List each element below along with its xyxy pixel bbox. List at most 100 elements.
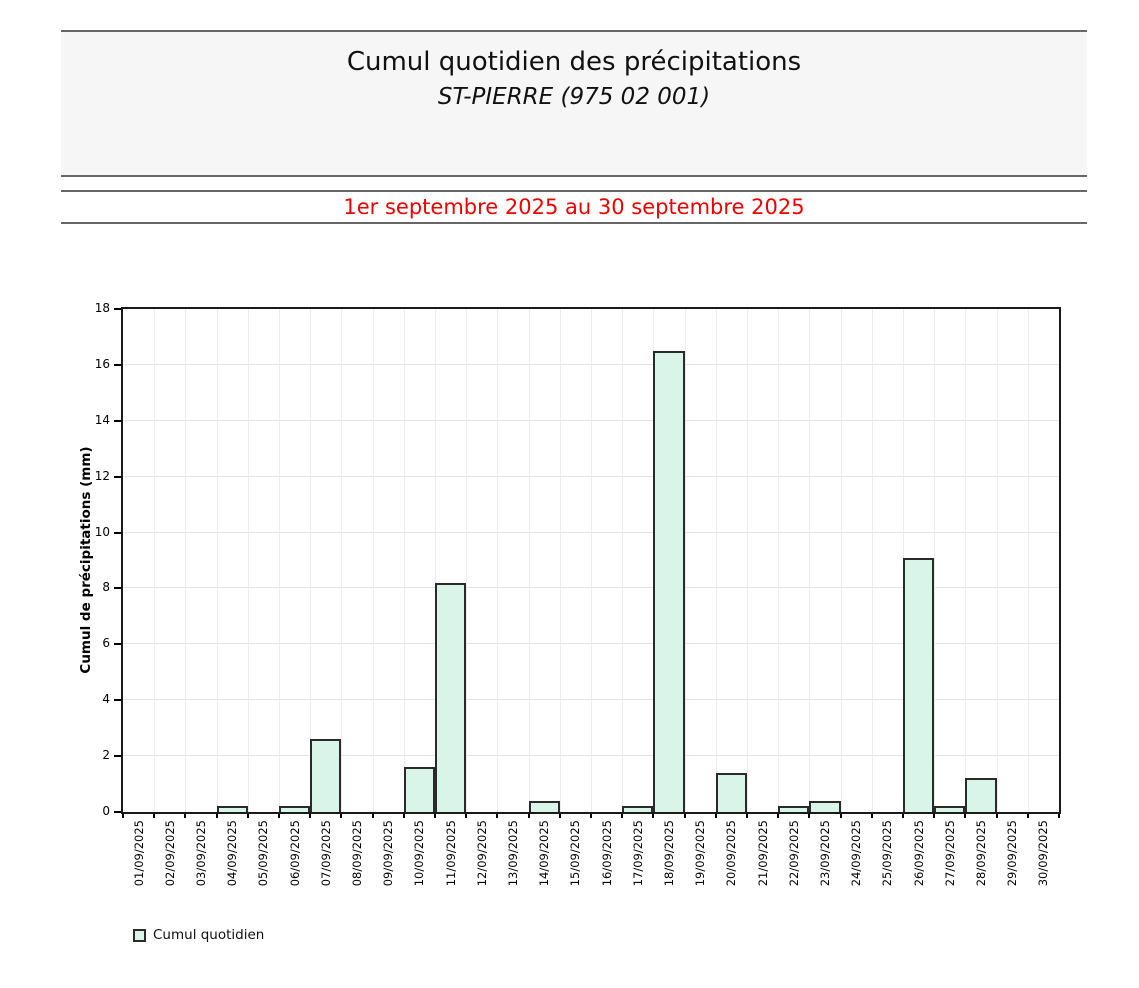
x-tick-label: 24/09/2025 [849,820,864,887]
v-gridline [497,309,499,812]
x-tick-label: 10/09/2025 [412,820,427,887]
bar-23/09/2025 [809,800,841,812]
x-tick-label: 29/09/2025 [1005,820,1020,887]
x-tick [1026,814,1029,818]
y-tick [114,699,121,702]
x-tick-label: 30/09/2025 [1036,820,1051,887]
x-tick [964,814,967,818]
v-gridline [1027,309,1029,812]
x-tick [621,814,624,818]
v-gridline [996,309,998,812]
y-tick [114,755,121,758]
y-tick [114,587,121,590]
x-tick [527,814,530,818]
bar-22/09/2025 [778,806,810,812]
bar-28/09/2025 [965,778,997,812]
v-gridline [278,309,280,812]
x-tick [340,814,343,818]
x-tick-label: 05/09/2025 [256,820,271,887]
page-title: Cumul quotidien des précipitations [346,47,802,77]
x-tick-label: 06/09/2025 [287,820,302,887]
bar-26/09/2025 [903,557,935,812]
x-tick-label: 26/09/2025 [911,820,926,887]
x-tick [714,814,717,818]
x-tick-label: 13/09/2025 [506,820,520,887]
y-tick-label: 12 [94,468,110,483]
v-gridline [934,309,936,812]
v-gridline [559,309,561,812]
bar-07/09/2025 [310,739,342,812]
v-gridline [684,309,686,812]
x-tick-label: 21/09/2025 [755,820,770,887]
x-tick [652,814,655,818]
x-tick [153,814,156,818]
v-gridline [528,309,530,812]
x-tick-label: 08/09/2025 [350,820,364,887]
v-gridline [247,309,249,812]
x-tick-label: 20/09/2025 [724,820,739,887]
x-tick [402,814,405,818]
v-gridline [341,309,343,812]
y-tick [114,475,121,478]
station-subtitle: ST-PIERRE (975 02 001) [437,84,711,110]
period-label: 1er septembre 2025 au 30 septembre 2025 [343,195,805,219]
x-tick [465,814,468,818]
x-tick-label: 23/09/2025 [818,820,832,887]
y-tick-label: 16 [94,356,110,371]
plot-area [121,307,1061,814]
x-tick [808,814,811,818]
v-gridline [434,309,436,812]
x-tick [777,814,780,818]
x-tick-label: 19/09/2025 [693,820,708,887]
bar-06/09/2025 [278,806,311,812]
x-tick [995,814,998,818]
y-tick [114,419,121,422]
v-gridline [372,309,374,812]
chart-header: Cumul quotidien des précipitations ST-PI… [61,30,1087,177]
v-gridline [871,309,873,812]
y-tick-label: 18 [94,301,110,315]
y-tick [114,811,121,813]
v-gridline [466,309,468,812]
y-tick [114,531,121,534]
bar-20/09/2025 [715,772,747,812]
legend: Cumul quotidien [133,927,264,943]
v-gridline [622,309,624,812]
y-tick-label: 0 [102,804,110,818]
x-tick [278,814,280,818]
y-tick-label: 6 [102,636,110,651]
y-tick [114,308,121,310]
bar-14/09/2025 [528,800,560,812]
y-tick-label: 4 [102,692,110,707]
v-gridline [840,309,842,812]
legend-swatch [133,928,146,942]
y-tick-label: 8 [102,580,110,595]
x-tick [184,814,187,818]
x-tick [371,814,374,818]
x-tick-label: 27/09/2025 [942,820,957,887]
v-gridline [154,309,156,812]
bar-17/09/2025 [622,806,654,812]
period-band: 1er septembre 2025 au 30 septembre 2025 [61,190,1087,224]
x-tick-label: 25/09/2025 [880,820,895,887]
bar-11/09/2025 [434,582,467,812]
x-tick [933,814,936,818]
x-tick-label: 11/09/2025 [443,820,458,887]
x-tick [309,814,312,818]
y-tick-label: 10 [94,524,110,539]
bar-27/09/2025 [934,806,966,812]
x-tick [246,814,249,818]
x-tick-label: 16/09/2025 [599,820,614,887]
x-tick [870,814,873,818]
x-tick [1058,814,1060,818]
y-tick-label: 14 [94,412,110,427]
bar-18/09/2025 [653,350,685,812]
x-tick [215,814,218,818]
v-gridline [746,309,748,812]
x-tick-label: 01/09/2025 [131,820,146,887]
v-gridline [185,309,187,812]
x-tick-label: 14/09/2025 [537,820,552,887]
x-tick-label: 09/09/2025 [381,820,396,887]
x-tick-label: 17/09/2025 [630,820,645,887]
x-tick [496,814,499,818]
